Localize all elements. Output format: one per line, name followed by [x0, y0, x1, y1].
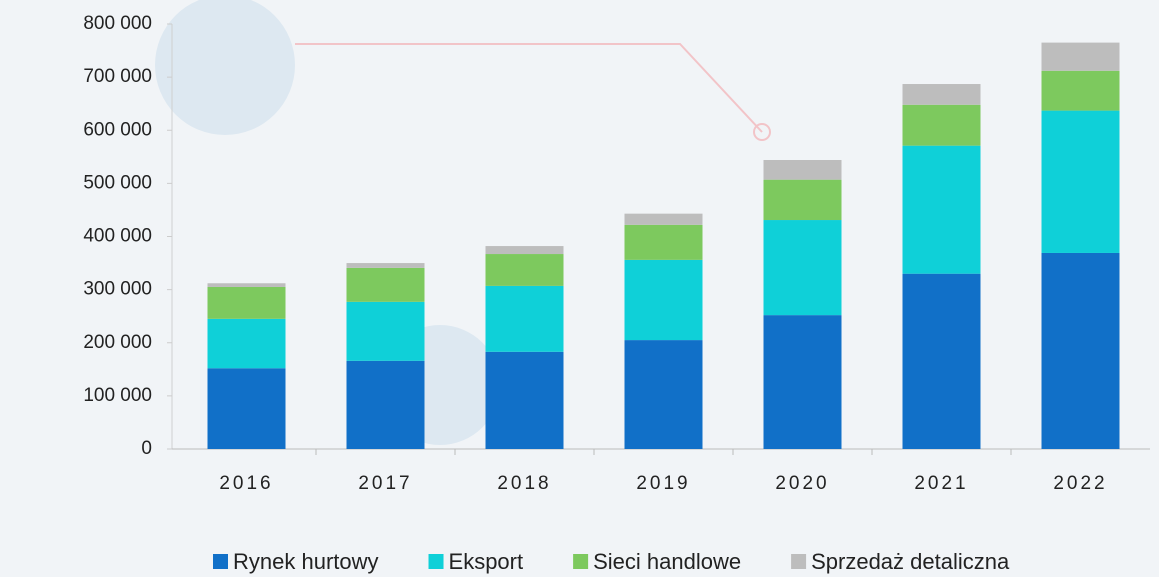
bar-segment [624, 340, 703, 449]
x-tick-label: 2017 [358, 473, 412, 494]
y-tick-label: 100 000 [83, 385, 152, 406]
bar-segment [207, 286, 286, 319]
map-decoration [295, 43, 763, 133]
bar-segment [207, 368, 286, 449]
bar-segment [207, 318, 286, 369]
bar-segment [485, 254, 564, 286]
legend-swatch [213, 554, 228, 569]
x-tick-label: 2016 [219, 473, 273, 494]
bar-segment [1041, 70, 1120, 111]
bar-segment [346, 301, 425, 361]
bar-segment [346, 267, 425, 302]
bar-segment [346, 263, 425, 268]
legend-label: Sieci handlowe [593, 549, 741, 574]
bar-segment [763, 315, 842, 449]
x-tick-label: 2019 [636, 473, 690, 494]
bar-segment [763, 179, 842, 221]
legend-label: Sprzedaż detaliczna [811, 549, 1010, 574]
legend-swatch [428, 554, 444, 569]
y-tick-label: 400 000 [83, 226, 152, 247]
legend-swatch [791, 554, 807, 569]
y-tick-label: 300 000 [83, 279, 152, 300]
bar-segment [902, 104, 981, 146]
y-tick-label: 700 000 [83, 66, 152, 87]
y-tick-label: 0 [141, 438, 152, 459]
map-decoration [753, 123, 771, 141]
bar-segment [207, 283, 286, 287]
bar-segment [763, 220, 842, 316]
bar-segment [485, 246, 564, 255]
bar-segment [902, 84, 981, 105]
legend-swatch [573, 554, 589, 569]
bar-segment [1041, 110, 1120, 253]
bar-segment [763, 160, 842, 180]
bar-segment [1041, 42, 1120, 71]
bar-segment [902, 145, 981, 274]
legend-label: Eksport [449, 549, 524, 574]
bar-segment [346, 360, 425, 449]
bar-segment [485, 285, 564, 352]
x-tick-label: 2022 [1053, 473, 1107, 494]
x-tick-label: 2021 [914, 473, 968, 494]
x-tick-label: 2018 [497, 473, 551, 494]
y-tick-label: 200 000 [83, 332, 152, 353]
bar-segment [624, 259, 703, 341]
y-tick-label: 500 000 [83, 172, 152, 193]
bar-segment [624, 213, 703, 225]
bar-segment [902, 273, 981, 449]
x-tick-label: 2020 [775, 473, 829, 494]
bar-segment [485, 351, 564, 449]
y-tick-label: 600 000 [83, 119, 152, 140]
bar-segment [624, 224, 703, 260]
bar-segment [1041, 252, 1120, 449]
map-decoration [155, 0, 295, 135]
y-tick-label: 800 000 [83, 13, 152, 34]
legend-label: Rynek hurtowy [233, 549, 379, 574]
